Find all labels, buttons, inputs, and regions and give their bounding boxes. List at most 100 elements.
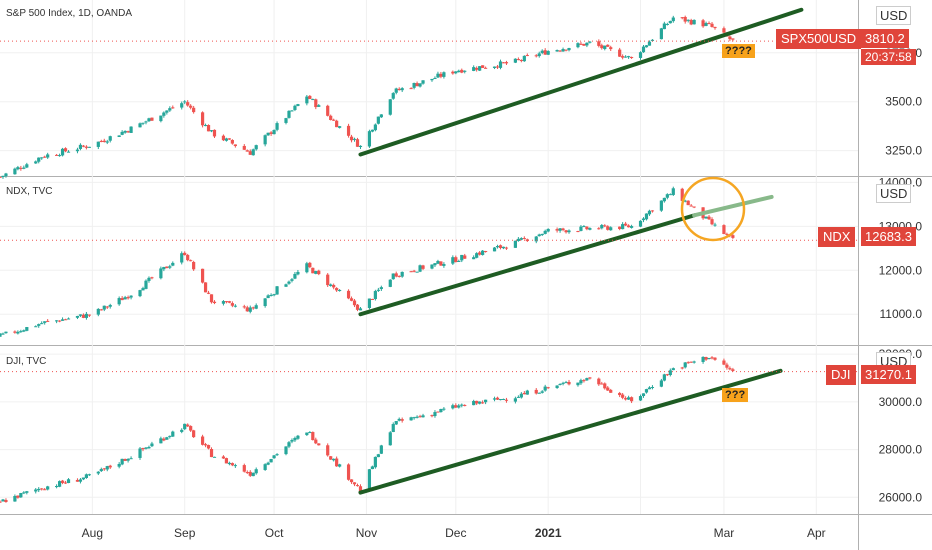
candle-body (585, 42, 589, 46)
candle-body (43, 321, 47, 323)
candle-body (308, 432, 312, 434)
currency-button-spx[interactable]: USD (876, 6, 912, 25)
candle-body (582, 43, 586, 46)
candle-body (269, 132, 273, 134)
candle-body (78, 314, 83, 316)
candle-body (165, 437, 169, 440)
candle-body (203, 444, 208, 446)
candle-body (287, 281, 291, 284)
candle-body (576, 231, 580, 233)
candle-body (203, 282, 208, 293)
candle-body (287, 110, 291, 118)
pane-title-spx: S&P 500 Index, 1D, OANDA (6, 8, 132, 19)
candle-body (701, 20, 705, 27)
candle-body (442, 264, 446, 266)
candle-body (22, 330, 26, 332)
candle-body (501, 398, 506, 400)
candle-body (221, 301, 226, 304)
candle-body (484, 399, 488, 403)
candle-body (543, 386, 547, 391)
candle-body (689, 361, 693, 363)
candle-body (671, 188, 675, 195)
candle-body (209, 294, 214, 303)
candle-body (242, 145, 246, 150)
candle-body (421, 265, 425, 269)
candle-body (332, 458, 336, 461)
candle-body (397, 275, 401, 277)
candle-body (624, 398, 628, 400)
candle-body (704, 357, 708, 360)
candle-body (421, 80, 425, 84)
candle-body (311, 99, 315, 101)
candle-body (522, 238, 526, 240)
candle-body (430, 78, 434, 81)
candle-body (701, 356, 705, 362)
candle-body (192, 261, 196, 270)
candle-body (290, 110, 294, 112)
candle-body (209, 449, 214, 458)
candle-body (460, 404, 464, 406)
candle-body (349, 136, 354, 141)
candle-body (621, 224, 625, 230)
candle-body (433, 263, 437, 266)
candle-body (275, 454, 279, 456)
candle-body (603, 45, 607, 50)
candle-body (370, 129, 374, 132)
candle-body (0, 176, 2, 178)
candle-body (463, 70, 467, 72)
candle-body (561, 49, 565, 52)
candle-body (355, 139, 360, 147)
candle-body (329, 284, 333, 286)
x-tick-label: Mar (714, 526, 735, 540)
pane-title-ndx: NDX, TVC (6, 186, 53, 197)
candle-body (609, 47, 613, 50)
candle-body (513, 240, 517, 248)
y-tick-label: 26000.0 (879, 490, 923, 504)
candle-body (346, 464, 351, 480)
candle-body (555, 229, 559, 231)
candle-body (627, 397, 631, 400)
candle-body (212, 129, 217, 137)
candle-body (16, 331, 20, 334)
candle-body (326, 445, 330, 456)
candle-body (394, 88, 398, 93)
candle-body (492, 398, 497, 400)
candle-body (99, 469, 103, 472)
candle-body (430, 264, 434, 269)
candle-body (55, 154, 59, 156)
candle-body (412, 417, 416, 419)
currency-button-ndx[interactable]: USD (876, 184, 912, 203)
candle-body (19, 331, 23, 333)
candle-body (162, 266, 166, 270)
candle-body (19, 493, 23, 498)
candle-body (388, 279, 392, 287)
candle-body (597, 228, 601, 230)
candle-body (460, 254, 464, 261)
candle-body (63, 482, 68, 484)
candle-body (60, 480, 65, 483)
candle-body (209, 130, 214, 132)
candle-body (722, 360, 726, 365)
candle-body (618, 49, 622, 57)
price-tag-spx: 3810.2 (861, 29, 909, 48)
candle-body (564, 49, 568, 51)
candle-body (305, 263, 309, 273)
candle-body (0, 501, 2, 503)
candle-body (495, 246, 500, 248)
candle-body (346, 290, 351, 299)
candle-body (126, 297, 130, 299)
candle-body (296, 104, 300, 106)
candle-body (4, 331, 8, 334)
candle-body (183, 252, 187, 256)
candle-body (725, 364, 729, 368)
candle-body (436, 260, 440, 264)
candle-body (55, 485, 59, 488)
candle-body (87, 474, 91, 476)
candle-body (707, 358, 711, 360)
candle-body (141, 288, 145, 291)
candle-body (472, 67, 476, 71)
candle-body (40, 157, 44, 159)
candle-body (475, 400, 479, 404)
candle-body (159, 268, 163, 279)
